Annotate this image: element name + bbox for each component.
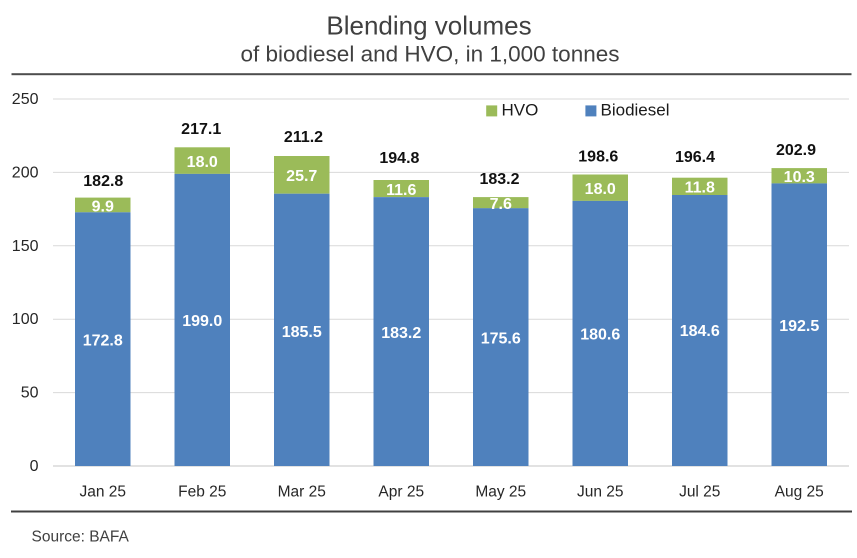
svg-text:172.8: 172.8 (83, 333, 123, 350)
svg-text:Blending volumes: Blending volumes (326, 10, 531, 40)
svg-text:7.6: 7.6 (490, 196, 512, 213)
svg-text:211.2: 211.2 (284, 129, 323, 146)
svg-text:180.6: 180.6 (580, 327, 620, 344)
svg-text:Aug 25: Aug 25 (775, 484, 824, 501)
svg-text:Jun 25: Jun 25 (577, 484, 624, 501)
svg-text:199.0: 199.0 (182, 313, 222, 330)
svg-text:175.6: 175.6 (481, 330, 521, 347)
svg-text:194.8: 194.8 (379, 150, 419, 167)
svg-text:May 25: May 25 (475, 484, 526, 501)
svg-text:Jul 25: Jul 25 (679, 484, 720, 501)
svg-text:202.9: 202.9 (776, 142, 816, 159)
svg-text:185.5: 185.5 (282, 324, 322, 341)
svg-text:50: 50 (21, 385, 39, 402)
svg-text:200: 200 (12, 164, 39, 181)
svg-text:217.1: 217.1 (181, 121, 221, 138)
svg-text:196.4: 196.4 (675, 149, 715, 166)
svg-text:198.6: 198.6 (578, 148, 618, 165)
svg-text:HVO: HVO (502, 101, 539, 120)
svg-text:182.8: 182.8 (83, 173, 123, 190)
svg-text:0: 0 (30, 458, 39, 475)
svg-text:of biodiesel and HVO, in 1,000: of biodiesel and HVO, in 1,000 tonnes (240, 42, 619, 67)
svg-text:18.0: 18.0 (585, 181, 616, 198)
svg-text:184.6: 184.6 (680, 323, 720, 340)
svg-text:11.8: 11.8 (685, 180, 715, 197)
svg-text:250: 250 (12, 91, 39, 108)
svg-text:Source: BAFA: Source: BAFA (32, 529, 130, 546)
svg-text:183.2: 183.2 (381, 325, 421, 342)
svg-text:10.3: 10.3 (784, 169, 815, 186)
svg-text:11.6: 11.6 (386, 182, 416, 199)
svg-text:18.0: 18.0 (187, 154, 218, 171)
svg-text:Feb 25: Feb 25 (178, 484, 226, 501)
svg-text:183.2: 183.2 (479, 171, 519, 188)
svg-text:9.9: 9.9 (92, 198, 114, 215)
svg-text:Jan 25: Jan 25 (79, 484, 126, 501)
svg-text:25.7: 25.7 (286, 168, 317, 185)
svg-text:Mar 25: Mar 25 (278, 484, 326, 501)
svg-text:Biodiesel: Biodiesel (601, 101, 670, 120)
svg-text:Apr 25: Apr 25 (378, 484, 424, 501)
svg-text:192.5: 192.5 (779, 318, 819, 335)
svg-text:100: 100 (12, 311, 39, 328)
svg-text:150: 150 (12, 238, 39, 255)
